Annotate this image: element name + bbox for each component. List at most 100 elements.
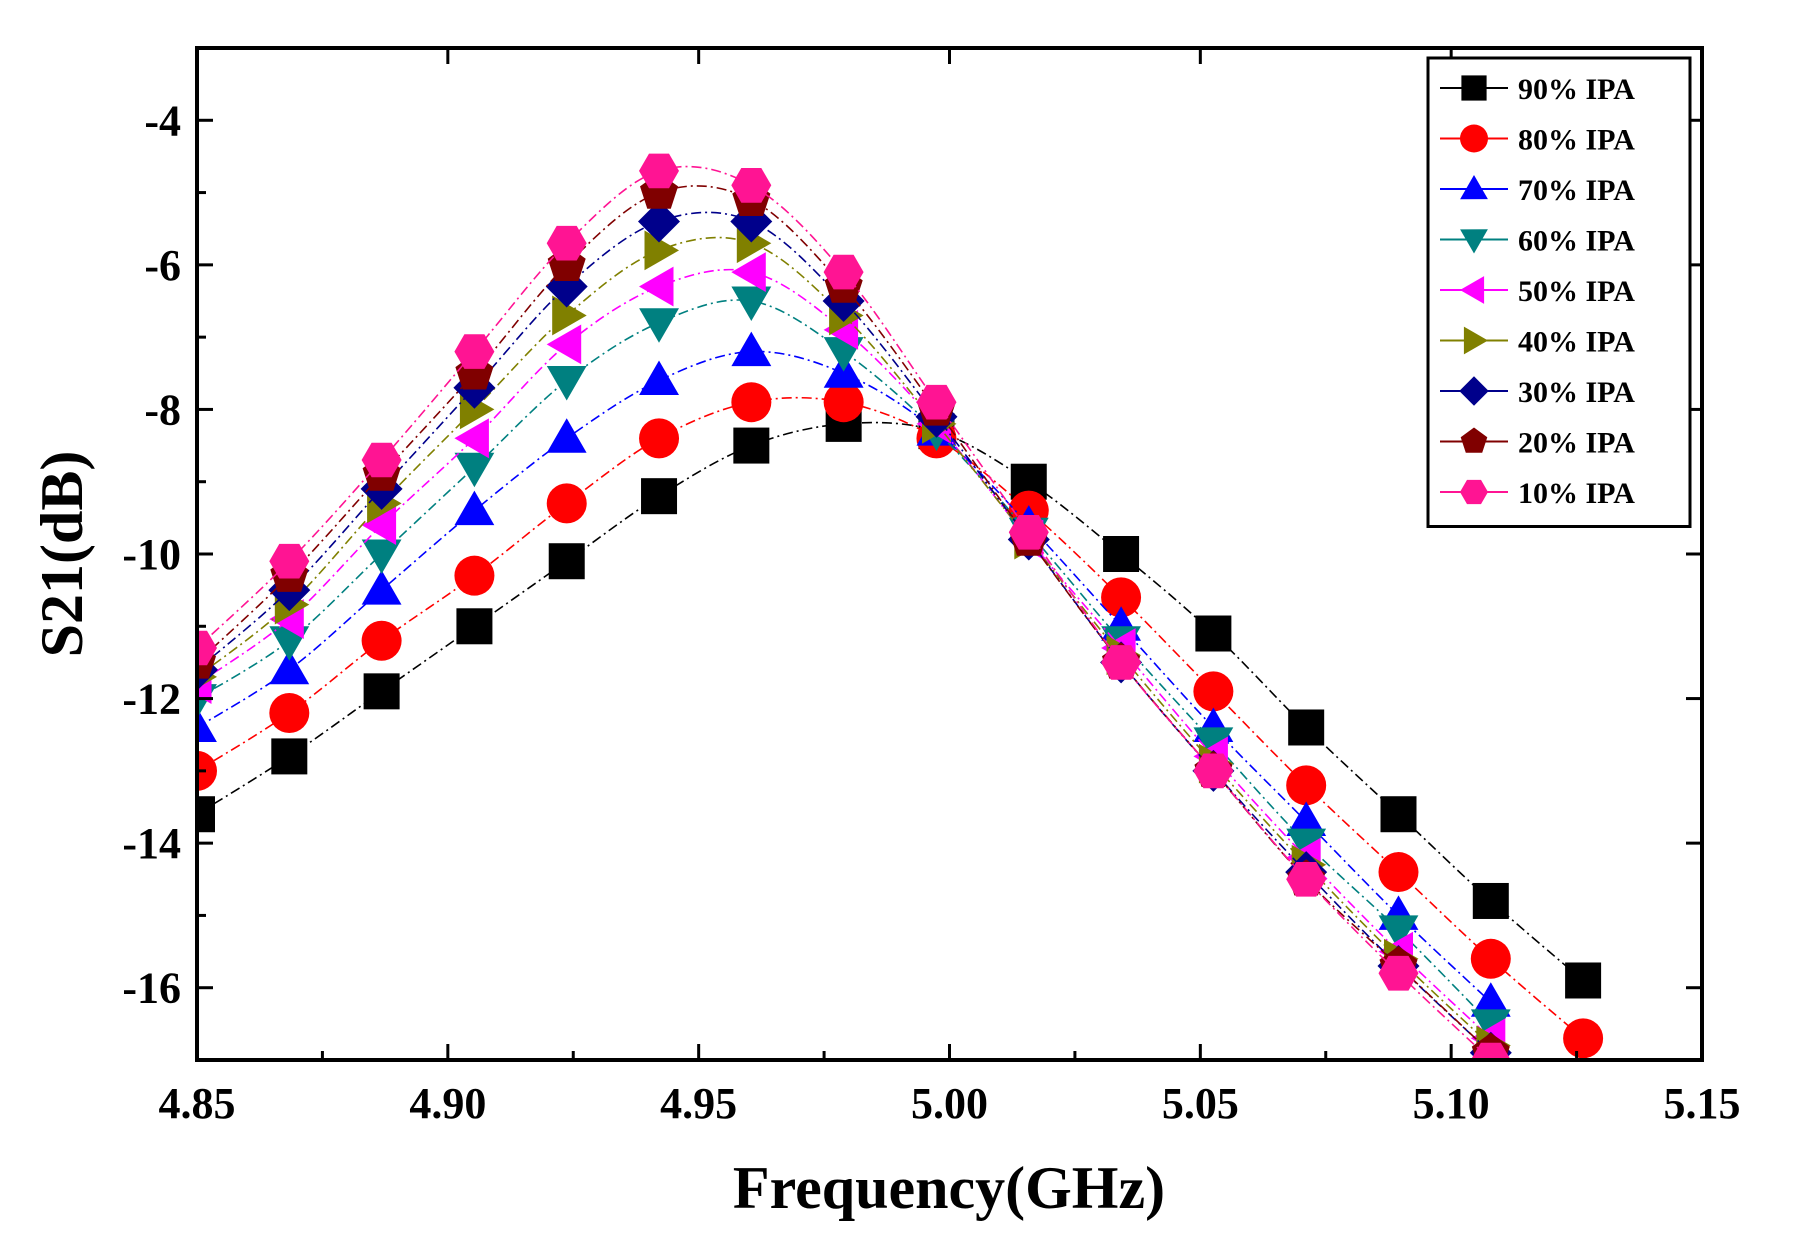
series-line bbox=[197, 211, 1492, 1054]
legend-entry: 40% IPA bbox=[1440, 326, 1635, 359]
data-point bbox=[546, 483, 587, 524]
y-tick-label: -14 bbox=[122, 819, 181, 868]
data-point bbox=[546, 418, 587, 453]
data-point bbox=[733, 427, 770, 464]
data-point bbox=[269, 543, 310, 579]
x-tick-label: 4.90 bbox=[409, 1079, 486, 1128]
legend-marker bbox=[1459, 376, 1489, 406]
y-tick-label: -6 bbox=[144, 241, 181, 290]
y-tick-label: -4 bbox=[144, 96, 181, 145]
data-point bbox=[1378, 852, 1419, 893]
data-point bbox=[197, 750, 217, 791]
legend-marker bbox=[1460, 427, 1488, 453]
data-point bbox=[1286, 801, 1327, 836]
series-line bbox=[197, 396, 1584, 1039]
legend: 90% IPA 80% IPA 70% IPA 60% IPA 50% IPA 40% I… bbox=[1426, 56, 1692, 528]
data-point bbox=[363, 673, 400, 710]
legend-marker bbox=[1460, 175, 1488, 200]
data-point bbox=[1008, 515, 1049, 550]
series-line bbox=[197, 165, 1492, 1060]
series-line bbox=[197, 185, 1492, 1054]
data-point bbox=[361, 505, 397, 545]
data-point bbox=[731, 382, 772, 423]
legend-marker bbox=[1460, 229, 1488, 254]
x-tick-label: 5.00 bbox=[911, 1079, 988, 1128]
data-point bbox=[644, 230, 679, 271]
data-point bbox=[731, 331, 772, 367]
axes-layer: 4.85 4.90 4.95 5.00 5.05 5.10 5.15 -4 -6 -8 -10 -12… bbox=[122, 46, 1741, 1128]
data-point bbox=[1103, 536, 1140, 572]
legend-marker bbox=[1460, 124, 1488, 153]
series-line bbox=[197, 350, 1492, 1003]
data-point bbox=[1193, 727, 1234, 762]
data-point bbox=[456, 608, 493, 645]
series-line bbox=[197, 236, 1492, 1047]
data-point bbox=[546, 366, 587, 401]
data-point bbox=[638, 200, 680, 243]
legend-entry: 50% IPA bbox=[1440, 275, 1635, 308]
data-point bbox=[1378, 915, 1419, 950]
legend-marker bbox=[1460, 479, 1488, 505]
data-point bbox=[731, 252, 766, 292]
data-point bbox=[454, 418, 489, 459]
y-tick-label: -16 bbox=[122, 964, 181, 1013]
data-point bbox=[1563, 1018, 1604, 1059]
data-point bbox=[361, 620, 402, 661]
data-point bbox=[271, 738, 308, 775]
legend-marker bbox=[1463, 326, 1488, 355]
data-point bbox=[1286, 765, 1327, 806]
legend-label: 90% IPA bbox=[1518, 73, 1635, 106]
data-point bbox=[1288, 709, 1325, 746]
legend-entry: 70% IPA bbox=[1440, 174, 1635, 207]
data-point bbox=[731, 286, 772, 321]
data-point bbox=[1470, 982, 1511, 1017]
data-point bbox=[1193, 671, 1234, 712]
data-point bbox=[1193, 753, 1234, 789]
series-10-ipa bbox=[197, 153, 1511, 1060]
legend-label: 10% IPA bbox=[1518, 477, 1635, 510]
series-line bbox=[197, 421, 1584, 982]
data-point bbox=[1472, 882, 1509, 919]
x-tick-label: 4.85 bbox=[159, 1079, 236, 1128]
series-line bbox=[197, 299, 1492, 1025]
data-point bbox=[269, 649, 310, 685]
data-point bbox=[197, 630, 217, 666]
legend-label: 50% IPA bbox=[1518, 275, 1635, 308]
data-point bbox=[1470, 1042, 1511, 1060]
data-point bbox=[546, 324, 582, 365]
data-point bbox=[454, 334, 495, 369]
data-point bbox=[1565, 962, 1602, 999]
x-tick-label: 4.95 bbox=[660, 1079, 737, 1128]
data-point bbox=[639, 266, 674, 307]
legend-entry: 80% IPA bbox=[1440, 124, 1635, 157]
legend-label: 80% IPA bbox=[1518, 124, 1635, 157]
y-tick-label: -10 bbox=[122, 530, 181, 579]
data-point bbox=[197, 796, 215, 833]
y-tick-label: -8 bbox=[144, 385, 181, 434]
data-point bbox=[639, 153, 679, 189]
data-point bbox=[454, 452, 495, 488]
data-point bbox=[1101, 645, 1142, 680]
data-point bbox=[1195, 615, 1232, 652]
legend-label: 20% IPA bbox=[1518, 427, 1635, 460]
data-point bbox=[1470, 938, 1511, 979]
data-point bbox=[823, 382, 864, 423]
series-layer bbox=[197, 153, 1604, 1060]
data-point bbox=[641, 478, 678, 515]
data-point bbox=[361, 539, 402, 574]
legend-marker bbox=[1460, 276, 1485, 304]
data-point bbox=[1286, 862, 1327, 897]
legend-label: 30% IPA bbox=[1518, 376, 1635, 409]
legend-label: 40% IPA bbox=[1518, 326, 1635, 359]
data-point bbox=[197, 707, 217, 742]
plot-frame bbox=[195, 46, 1704, 1062]
data-point bbox=[1286, 828, 1327, 864]
data-point bbox=[823, 254, 864, 290]
legend-entry: 60% IPA bbox=[1440, 225, 1635, 258]
data-point bbox=[454, 555, 495, 596]
legend-label: 70% IPA bbox=[1518, 174, 1635, 207]
data-point bbox=[361, 570, 402, 605]
legend-marker bbox=[1461, 75, 1487, 101]
data-point bbox=[361, 442, 402, 478]
